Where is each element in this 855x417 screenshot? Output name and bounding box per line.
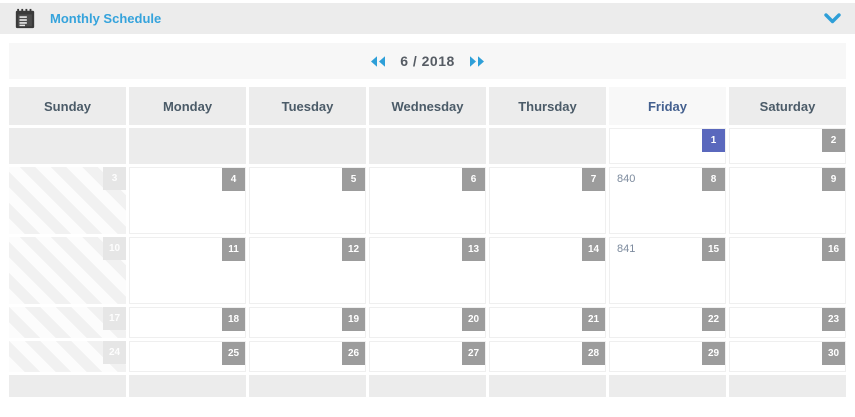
day-number-badge[interactable]: 19 (342, 308, 365, 331)
day-number-badge[interactable]: 13 (462, 238, 485, 261)
day-cell-6[interactable]: 6 (369, 167, 486, 234)
day-cell-10[interactable]: 10 (9, 237, 126, 304)
day-number-badge[interactable]: 1 (702, 129, 725, 152)
empty-cell (249, 375, 366, 397)
day-cell-3[interactable]: 3 (9, 167, 126, 234)
day-cell-30[interactable]: 30 (729, 341, 846, 372)
empty-cell (729, 375, 846, 397)
widget-content: 6 / 2018 Sunday Monday Tuesday Wednesday Thu… (0, 43, 855, 397)
day-number-badge[interactable]: 27 (462, 342, 485, 365)
day-number-badge[interactable]: 21 (582, 308, 605, 331)
day-cell-1[interactable]: 1 (609, 128, 726, 164)
day-cell-18[interactable]: 18 (129, 307, 246, 338)
day-header-monday: Monday (129, 87, 246, 125)
day-cell-14[interactable]: 14 (489, 237, 606, 304)
empty-cell (369, 128, 486, 164)
day-cell-9[interactable]: 9 (729, 167, 846, 234)
day-number-badge[interactable]: 9 (822, 168, 845, 191)
day-cell-28[interactable]: 28 (489, 341, 606, 372)
day-number-badge[interactable]: 22 (702, 308, 725, 331)
day-number-badge[interactable]: 17 (103, 307, 126, 330)
day-cell-2[interactable]: 2 (729, 128, 846, 164)
day-number-badge[interactable]: 4 (222, 168, 245, 191)
empty-cell (9, 128, 126, 164)
previous-month-button[interactable] (367, 53, 388, 70)
monthly-schedule-widget: Monthly Schedule 6 / 2018 Sund (0, 3, 855, 397)
day-cell-22[interactable]: 22 (609, 307, 726, 338)
day-number-badge[interactable]: 8 (702, 168, 725, 191)
day-cell-21[interactable]: 21 (489, 307, 606, 338)
day-number-badge[interactable]: 14 (582, 238, 605, 261)
day-header-sunday: Sunday (9, 87, 126, 125)
day-number-badge[interactable]: 10 (103, 237, 126, 260)
day-number-badge[interactable]: 11 (222, 238, 245, 261)
day-number-badge[interactable]: 6 (462, 168, 485, 191)
day-header-tuesday: Tuesday (249, 87, 366, 125)
day-cell-20[interactable]: 20 (369, 307, 486, 338)
day-cell-8[interactable]: 840 8 (609, 167, 726, 234)
event-label[interactable]: 841 (617, 243, 636, 255)
day-number-badge[interactable]: 24 (103, 341, 126, 364)
month-navigation: 6 / 2018 (9, 43, 846, 79)
day-cell-26[interactable]: 26 (249, 341, 366, 372)
day-cell-5[interactable]: 5 (249, 167, 366, 234)
month-year-label: 6 / 2018 (400, 53, 455, 69)
day-number-badge[interactable]: 15 (702, 238, 725, 261)
day-cell-25[interactable]: 25 (129, 341, 246, 372)
day-cell-24[interactable]: 24 (9, 341, 126, 372)
double-left-arrow-icon (371, 55, 386, 67)
day-cell-29[interactable]: 29 (609, 341, 726, 372)
day-header-saturday: Saturday (729, 87, 846, 125)
day-header-thursday: Thursday (489, 87, 606, 125)
day-number-badge[interactable]: 26 (342, 342, 365, 365)
day-cell-15[interactable]: 841 15 (609, 237, 726, 304)
day-number-badge[interactable]: 20 (462, 308, 485, 331)
day-header-wednesday: Wednesday (369, 87, 486, 125)
empty-cell (489, 375, 606, 397)
event-label[interactable]: 840 (617, 173, 636, 185)
next-month-button[interactable] (467, 53, 488, 70)
day-number-badge[interactable]: 29 (702, 342, 725, 365)
empty-cell (129, 375, 246, 397)
day-number-badge[interactable]: 18 (222, 308, 245, 331)
day-number-badge[interactable]: 12 (342, 238, 365, 261)
empty-cell (369, 375, 486, 397)
day-number-badge[interactable]: 30 (822, 342, 845, 365)
day-cell-27[interactable]: 27 (369, 341, 486, 372)
day-cell-7[interactable]: 7 (489, 167, 606, 234)
day-header-friday: Friday (609, 87, 726, 125)
day-cell-16[interactable]: 16 (729, 237, 846, 304)
day-number-badge[interactable]: 7 (582, 168, 605, 191)
widget-titlebar: Monthly Schedule (0, 3, 855, 34)
double-right-arrow-icon (469, 55, 484, 67)
day-cell-11[interactable]: 11 (129, 237, 246, 304)
day-cell-23[interactable]: 23 (729, 307, 846, 338)
day-cell-13[interactable]: 13 (369, 237, 486, 304)
day-cell-4[interactable]: 4 (129, 167, 246, 234)
day-number-badge[interactable]: 23 (822, 308, 845, 331)
day-number-badge[interactable]: 16 (822, 238, 845, 261)
day-number-badge[interactable]: 2 (822, 129, 845, 152)
empty-cell (489, 128, 606, 164)
day-number-badge[interactable]: 25 (222, 342, 245, 365)
empty-cell (9, 375, 126, 397)
schedule-notepad-icon (14, 8, 36, 30)
widget-title: Monthly Schedule (50, 11, 162, 26)
day-number-badge[interactable]: 3 (103, 167, 126, 190)
day-number-badge[interactable]: 5 (342, 168, 365, 191)
day-number-badge[interactable]: 28 (582, 342, 605, 365)
day-cell-12[interactable]: 12 (249, 237, 366, 304)
day-cell-19[interactable]: 19 (249, 307, 366, 338)
chevron-down-icon[interactable] (824, 13, 841, 24)
empty-cell (249, 128, 366, 164)
day-cell-17[interactable]: 17 (9, 307, 126, 338)
calendar-grid: Sunday Monday Tuesday Wednesday Thursday Frid… (9, 87, 846, 397)
empty-cell (609, 375, 726, 397)
empty-cell (129, 128, 246, 164)
